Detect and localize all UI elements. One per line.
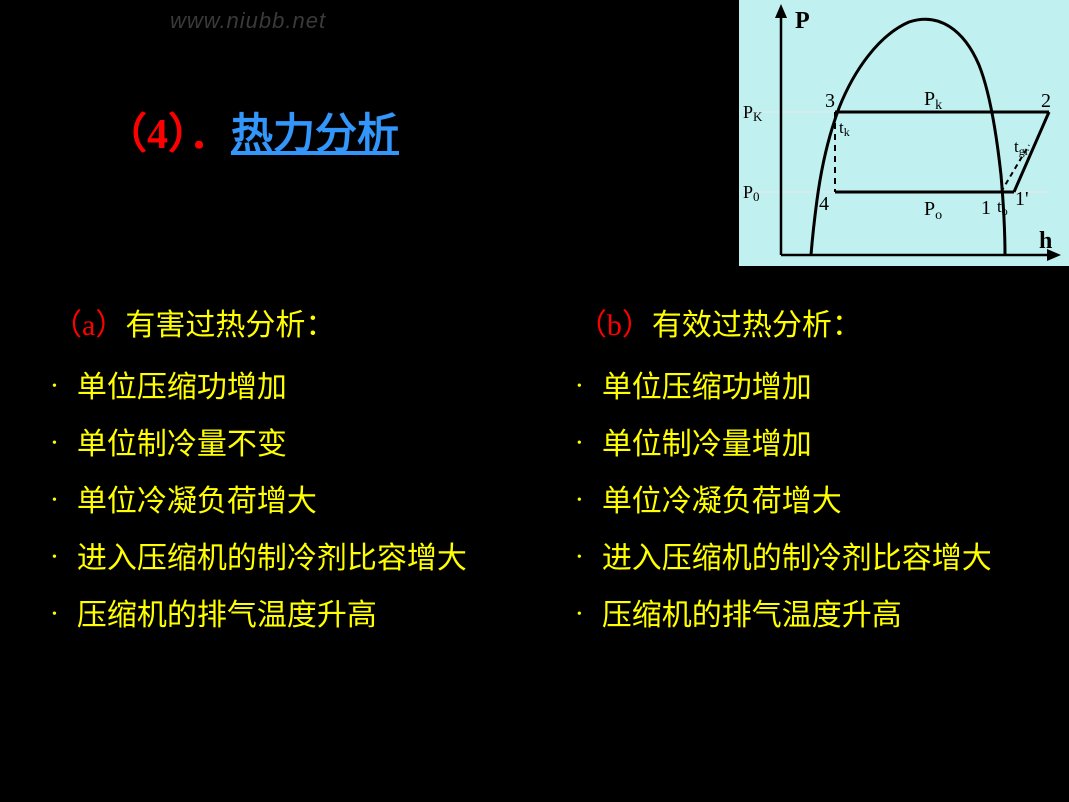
list-item: • 压缩机的排气温度升高 <box>577 587 992 644</box>
item-text: 进入压缩机的制冷剂比容增大 <box>77 530 467 587</box>
label-Pk-mid: Pk <box>924 88 942 113</box>
bullet-icon: • <box>52 488 57 515</box>
item-text: 压缩机的排气温度升高 <box>602 587 902 644</box>
bullet-icon: • <box>577 431 582 458</box>
point-1: 1 <box>981 197 991 219</box>
ph-diagram: P h PK P0 Pk Po tk tgr to 3 2 4 1 1' <box>739 0 1069 266</box>
heading-link-text: 热力分析 <box>231 112 399 158</box>
point-3: 3 <box>825 90 835 112</box>
column-a-list: • 单位压缩功增加 • 单位制冷量不变 • 单位冷凝负荷增大 • 进入压缩机的制冷剂比容… <box>52 359 467 644</box>
label-PK: PK <box>743 102 763 124</box>
column-b-letter: （b） <box>577 309 652 342</box>
column-b-title: 有效过热分析： <box>652 309 862 342</box>
dome-curve <box>811 19 1005 255</box>
list-item: • 进入压缩机的制冷剂比容增大 <box>52 530 467 587</box>
item-text: 进入压缩机的制冷剂比容增大 <box>602 530 992 587</box>
item-text: 单位冷凝负荷增大 <box>77 473 317 530</box>
column-b-list: • 单位压缩功增加 • 单位制冷量增加 • 单位冷凝负荷增大 • 进入压缩机的制冷剂比容… <box>577 359 992 644</box>
column-a-letter: （a） <box>52 309 125 342</box>
item-text: 单位冷凝负荷增大 <box>602 473 842 530</box>
ph-diagram-svg: P h PK P0 Pk Po tk tgr to 3 2 4 1 1' <box>739 0 1069 266</box>
list-item: • 单位压缩功增加 <box>52 359 467 416</box>
bullet-icon: • <box>52 545 57 572</box>
point-4: 4 <box>819 193 829 215</box>
bullet-icon: • <box>52 431 57 458</box>
list-item: • 单位冷凝负荷增大 <box>577 473 992 530</box>
column-a: （a）有害过热分析： • 单位压缩功增加 • 单位制冷量不变 • 单位冷凝负荷增大 •… <box>52 300 467 644</box>
watermark-text: www.niubb.net <box>170 8 326 34</box>
column-b: （b）有效过热分析： • 单位压缩功增加 • 单位制冷量增加 • 单位冷凝负荷增大 •… <box>577 300 992 644</box>
item-text: 单位压缩功增加 <box>602 359 812 416</box>
list-item: • 单位压缩功增加 <box>577 359 992 416</box>
bullet-icon: • <box>577 374 582 401</box>
column-b-header: （b）有效过热分析： <box>577 300 992 344</box>
y-axis-label: P <box>795 8 810 34</box>
item-text: 压缩机的排气温度升高 <box>77 587 377 644</box>
item-text: 单位制冷量不变 <box>77 416 287 473</box>
list-item: • 进入压缩机的制冷剂比容增大 <box>577 530 992 587</box>
bullet-icon: • <box>577 545 582 572</box>
point-2: 2 <box>1041 90 1051 112</box>
label-P0: P0 <box>743 182 760 204</box>
bullet-icon: • <box>577 602 582 629</box>
columns-container: （a）有害过热分析： • 单位压缩功增加 • 单位制冷量不变 • 单位冷凝负荷增大 •… <box>52 300 992 644</box>
point-1prime: 1' <box>1015 188 1029 210</box>
column-a-header: （a）有害过热分析： <box>52 300 467 344</box>
list-item: • 单位冷凝负荷增大 <box>52 473 467 530</box>
slide-heading: （4）．热力分析 <box>105 100 399 161</box>
label-tgr: tgr <box>1014 137 1029 158</box>
bullet-icon: • <box>577 488 582 515</box>
label-Po-mid: Po <box>924 198 942 223</box>
y-axis-arrow <box>775 4 787 18</box>
heading-number: （4）． <box>105 112 231 158</box>
bullet-icon: • <box>52 602 57 629</box>
column-a-title: 有害过热分析： <box>125 309 335 342</box>
item-text: 单位制冷量增加 <box>602 416 812 473</box>
list-item: • 单位制冷量不变 <box>52 416 467 473</box>
list-item: • 单位制冷量增加 <box>577 416 992 473</box>
x-axis-label: h <box>1039 228 1052 254</box>
item-text: 单位压缩功增加 <box>77 359 287 416</box>
bullet-icon: • <box>52 374 57 401</box>
label-tk: tk <box>839 118 850 139</box>
list-item: • 压缩机的排气温度升高 <box>52 587 467 644</box>
